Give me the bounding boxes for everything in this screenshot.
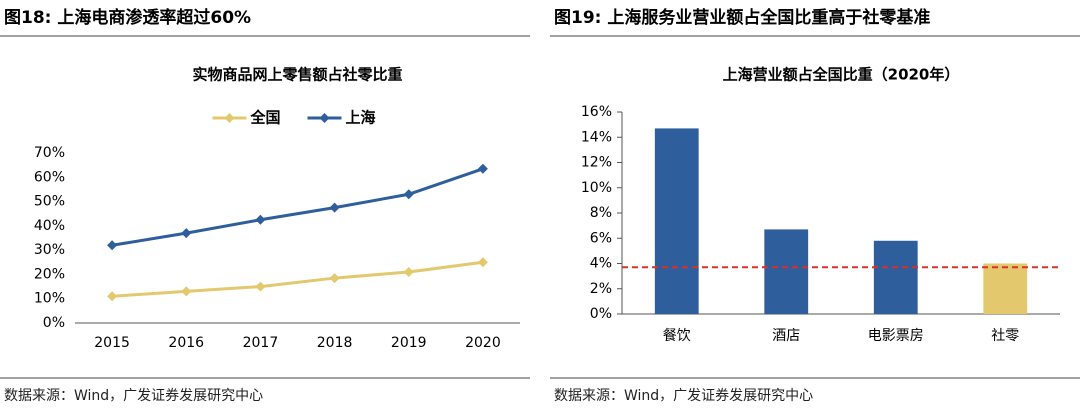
- figure-title: 图19: 上海服务业营业额占全国比重高于社零基准: [554, 7, 930, 28]
- point-marker: [107, 240, 118, 251]
- y-tick-label: 6%: [590, 230, 612, 246]
- x-tick-label: 餐饮: [663, 328, 691, 344]
- legend-label: 全国: [250, 109, 281, 127]
- figure-title: 图18: 上海电商渗透率超过60%: [4, 7, 251, 28]
- y-tick-label: 8%: [590, 205, 612, 221]
- x-tick-label: 电影票房: [868, 328, 924, 344]
- legend-marker: [319, 113, 330, 123]
- legend-label: 上海: [346, 109, 376, 127]
- y-tick-label: 2%: [590, 281, 612, 297]
- y-tick-label: 4%: [590, 256, 612, 272]
- y-tick-label: 60%: [34, 169, 65, 185]
- x-tick-label: 2020: [465, 335, 501, 351]
- legend-marker: [224, 113, 235, 123]
- point-marker: [255, 214, 266, 225]
- y-tick-label: 50%: [34, 194, 65, 210]
- point-marker: [181, 286, 192, 297]
- y-tick-label: 16%: [581, 104, 612, 120]
- point-marker: [329, 202, 340, 213]
- chart-title: 实物商品网上零售额占社零比重: [192, 66, 402, 84]
- y-tick-label: 20%: [34, 266, 65, 282]
- series-line: [111, 260, 484, 298]
- x-tick-label: 2016: [168, 335, 204, 351]
- y-tick-label: 0%: [590, 306, 612, 322]
- y-tick-label: 30%: [34, 242, 65, 258]
- x-tick-label: 社零: [991, 328, 1019, 344]
- x-tick-label: 酒店: [772, 328, 800, 344]
- y-tick-label: 14%: [581, 129, 612, 145]
- point-marker: [477, 163, 488, 174]
- point-marker: [329, 273, 340, 284]
- point-marker: [107, 291, 118, 302]
- point-marker: [403, 267, 414, 277]
- x-tick-label: 2018: [317, 335, 353, 351]
- x-tick-label: 2017: [243, 335, 279, 351]
- x-tick-label: 2019: [391, 335, 427, 351]
- y-tick-label: 40%: [34, 218, 65, 234]
- bar: [983, 263, 1028, 314]
- x-tick-label: 2015: [94, 335, 130, 351]
- y-tick-label: 10%: [34, 291, 65, 307]
- source-note: 数据来源：Wind，广发证券发展研究中心: [4, 388, 263, 404]
- point-marker: [255, 281, 266, 292]
- y-tick-label: 12%: [581, 155, 612, 171]
- point-marker: [477, 257, 488, 268]
- chart-title: 上海营业额占全国比重（2020年）: [723, 66, 960, 84]
- series-line: [111, 167, 484, 247]
- y-tick-label: 70%: [34, 145, 65, 161]
- point-marker: [403, 189, 414, 200]
- bar: [654, 128, 699, 314]
- y-tick-label: 10%: [581, 180, 612, 196]
- bar: [873, 240, 918, 314]
- bar: [764, 229, 809, 314]
- source-note: 数据来源：Wind，广发证券发展研究中心: [554, 388, 813, 404]
- point-marker: [181, 228, 192, 239]
- y-tick-label: 0%: [43, 315, 65, 331]
